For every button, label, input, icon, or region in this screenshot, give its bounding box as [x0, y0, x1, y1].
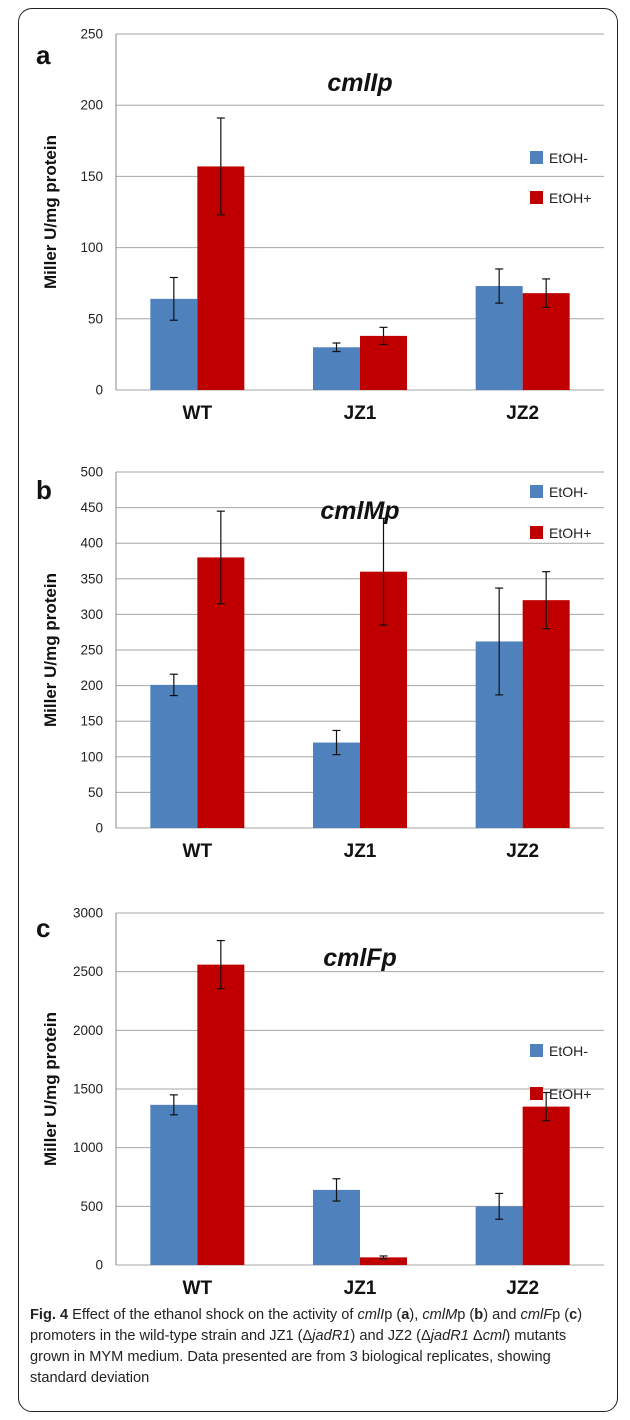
caption-text: jadR1 — [312, 1328, 351, 1344]
caption-text: cmlF — [520, 1307, 553, 1323]
bar — [522, 600, 570, 828]
caption-text: p ( — [457, 1307, 475, 1323]
caption-text: ), — [409, 1307, 423, 1323]
legend-label: EtOH+ — [549, 1086, 591, 1102]
y-tick-label: 3000 — [73, 906, 103, 921]
bar — [313, 1189, 360, 1265]
caption-text: jadR1 — [430, 1328, 469, 1344]
x-tick-label: WT — [183, 841, 213, 862]
bar — [197, 964, 245, 1265]
y-tick-label: 100 — [80, 749, 103, 764]
y-tick-label: 300 — [80, 607, 103, 622]
bar — [150, 684, 198, 828]
caption-label: Fig. 4 — [30, 1307, 69, 1323]
legend-label: EtOH+ — [549, 190, 591, 206]
y-tick-label: 1000 — [73, 1140, 103, 1155]
y-tick-label: 2000 — [73, 1023, 103, 1038]
bar — [522, 1106, 570, 1265]
y-tick-label: 350 — [80, 571, 103, 586]
y-axis-label: Miller U/mg protein — [41, 1012, 60, 1166]
panel-letter: b — [36, 475, 52, 505]
caption-text: Δ — [468, 1328, 483, 1344]
panel-letter: c — [36, 913, 50, 943]
legend-label: EtOH+ — [549, 525, 591, 541]
caption-text: b — [474, 1307, 484, 1323]
y-axis-label: Miller U/mg protein — [41, 573, 60, 727]
y-tick-label: 100 — [80, 240, 103, 255]
x-tick-label: JZ2 — [506, 403, 539, 424]
x-tick-label: JZ1 — [344, 1278, 377, 1299]
x-tick-label: JZ1 — [344, 841, 377, 862]
legend-label: EtOH- — [549, 484, 588, 500]
caption-text: c — [569, 1307, 578, 1323]
legend-label: EtOH- — [549, 150, 588, 166]
y-tick-label: 50 — [88, 785, 103, 800]
y-tick-label: 250 — [80, 643, 103, 658]
legend-label: EtOH- — [549, 1043, 588, 1059]
caption-text: ) and — [483, 1307, 521, 1323]
x-tick-label: WT — [183, 403, 213, 424]
y-tick-label: 150 — [80, 169, 103, 184]
legend-swatch — [530, 151, 543, 164]
caption-text: a — [401, 1307, 410, 1323]
bar — [522, 293, 570, 390]
caption-text: cml — [482, 1328, 506, 1344]
caption-text: cmlI — [357, 1307, 385, 1323]
y-tick-label: 0 — [95, 1258, 103, 1273]
y-tick-label: 150 — [80, 714, 103, 729]
y-tick-label: 0 — [95, 383, 103, 398]
y-tick-label: 500 — [80, 1199, 103, 1214]
caption-text: p ( — [552, 1307, 570, 1323]
y-axis-label: Miller U/mg protein — [41, 135, 60, 289]
y-tick-label: 1500 — [73, 1082, 103, 1097]
bar — [360, 1257, 407, 1265]
y-tick-label: 500 — [80, 465, 103, 480]
caption-text: ) mutants grown in MYM medium. Data pres… — [30, 1328, 567, 1386]
caption-text: Effect of the ethanol shock on the activ… — [68, 1307, 358, 1323]
legend-swatch — [530, 526, 543, 539]
y-tick-label: 200 — [80, 678, 103, 693]
y-tick-label: 0 — [95, 821, 103, 836]
x-tick-label: JZ2 — [506, 1278, 539, 1299]
caption-text: ) and JZ2 (Δ — [350, 1328, 431, 1344]
bar — [313, 347, 360, 390]
y-tick-label: 200 — [80, 98, 103, 113]
panel-letter: a — [36, 40, 51, 70]
legend-swatch — [530, 1044, 543, 1057]
figure-caption: Fig. 4 Effect of the ethanol shock on th… — [30, 1305, 605, 1389]
chart-title: cmlIp — [327, 69, 392, 97]
x-tick-label: JZ2 — [506, 841, 539, 862]
legend-swatch — [530, 485, 543, 498]
chart-title: cmlFp — [323, 944, 397, 972]
y-tick-label: 50 — [88, 311, 103, 326]
y-tick-label: 400 — [80, 536, 103, 551]
x-tick-label: JZ1 — [344, 403, 377, 424]
caption-text: ) promoters in the wild-type strain and … — [30, 1307, 583, 1344]
legend-swatch — [530, 1087, 543, 1100]
bar — [313, 742, 360, 828]
y-tick-label: 2500 — [73, 964, 103, 979]
caption-text: p ( — [384, 1307, 402, 1323]
bar — [150, 1104, 198, 1265]
y-tick-label: 250 — [80, 27, 103, 42]
legend-swatch — [530, 191, 543, 204]
caption-text: cmlM — [422, 1307, 458, 1323]
y-tick-label: 450 — [80, 500, 103, 515]
x-tick-label: WT — [183, 1278, 213, 1299]
chart-title: cmlMp — [320, 497, 399, 525]
